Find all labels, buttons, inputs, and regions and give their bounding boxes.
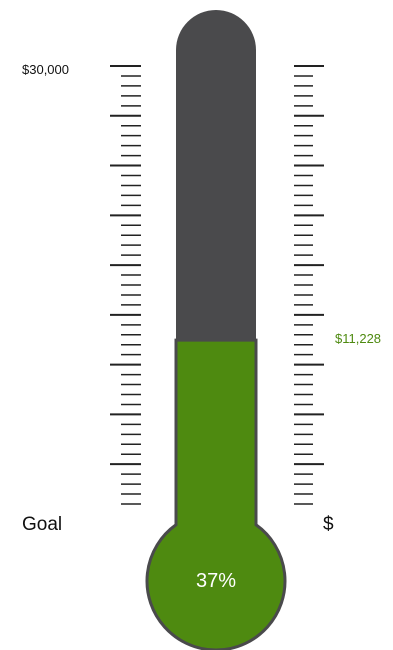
percent-label: 37% [196,570,236,592]
currency-axis-label: $ [323,514,334,535]
tick-marks [110,65,324,505]
goal-value-label: $30,000 [22,62,69,77]
goal-axis-label: Goal [22,514,62,535]
current-value-label: $11,228 [335,331,381,346]
thermometer-fill [145,338,287,650]
